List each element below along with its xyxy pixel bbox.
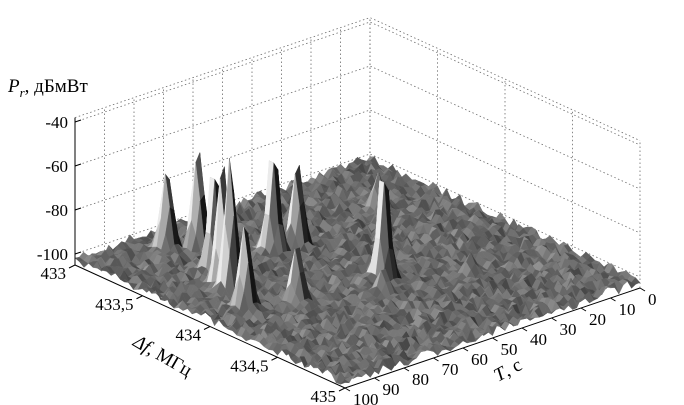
z-gridline [74, 65, 641, 190]
y-tick-label: 100 [353, 390, 379, 405]
z-tick-labels: -40 -60 -80 -100 [37, 113, 82, 264]
x-tick-label: 433,5 [95, 295, 133, 314]
y-tick-label: 40 [530, 330, 547, 349]
y-tick-labels: 0 10 20 30 40 50 60 70 80 90 100 [344, 287, 657, 405]
y-tick-mark [344, 387, 351, 392]
y-tick-label: 10 [619, 300, 636, 319]
y-tick-label: 70 [442, 360, 459, 379]
y-tick-mark [610, 297, 616, 302]
z-tick-mark [74, 207, 82, 211]
y-tick-label: 30 [560, 320, 577, 339]
y-tick-label: 90 [383, 380, 400, 399]
x-tick-mark [136, 295, 143, 300]
x-tick-label: 434,5 [230, 356, 268, 375]
y-tick-mark [551, 317, 557, 322]
z-tick-label: -80 [45, 201, 68, 220]
y-tick-mark [374, 377, 380, 382]
x-tick-mark [68, 264, 76, 269]
y-tick-mark [492, 337, 498, 342]
surface-cell [339, 379, 350, 385]
y-tick-mark [580, 307, 587, 312]
y-tick-label: 20 [589, 310, 606, 329]
y-tick-mark [403, 367, 410, 372]
y-tick-label: 60 [471, 350, 488, 369]
x-tick-labels: 433 433,5 434 434,5 435 [41, 264, 346, 405]
z-tick-mark [74, 119, 82, 123]
surface [74, 152, 641, 385]
x-tick-mark [338, 387, 346, 392]
z-tick-mark [74, 251, 82, 255]
x-tick-mark [271, 356, 278, 361]
y-tick-label: 80 [412, 370, 429, 389]
y-tick-mark [433, 357, 439, 362]
z-tick-label: -100 [37, 245, 68, 264]
z-gridline [74, 17, 641, 141]
y-axis-label: T, c [490, 354, 525, 386]
z-tick-label: -40 [45, 113, 68, 132]
y-tick-label: 0 [648, 290, 657, 309]
x-tick-label: 434 [176, 326, 202, 345]
x-tick-label: 435 [311, 387, 337, 405]
y-tick-mark [462, 347, 469, 352]
y-tick-mark [639, 287, 646, 292]
z-gridline [74, 109, 641, 234]
y-tick-label: 50 [501, 340, 518, 359]
z-gridline [74, 21, 641, 146]
z-tick-mark [74, 163, 82, 167]
y-tick-mark [521, 327, 528, 332]
z-axis-label: Pr, дБмВт [7, 76, 88, 100]
x-tick-label: 433 [41, 264, 67, 283]
z-tick-label: -60 [45, 157, 68, 176]
x-tick-mark [203, 326, 211, 330]
